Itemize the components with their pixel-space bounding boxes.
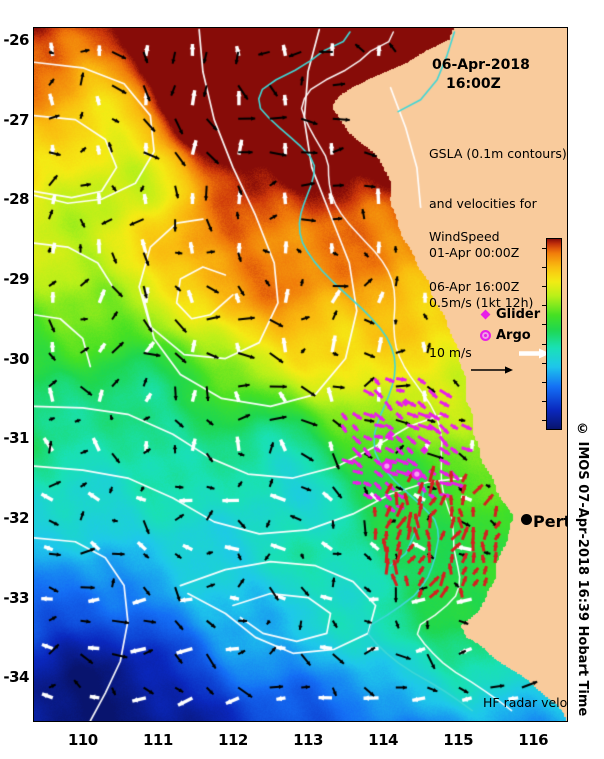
colorbar-tick-mark-22 [542, 343, 547, 345]
colorbar-tick-mark-25 [542, 286, 547, 287]
map-plot-area: 06-Apr-2018 16:00Z GSLA (0.1m contours) a… [33, 27, 568, 722]
x-tick-116: 116 [518, 731, 549, 749]
hf-radar-annotation: HF radar velocity (4-12h avg)noQC 0.5m/s… [483, 662, 568, 721]
colorbar-tick-label-19: 19 [567, 393, 568, 409]
colorbar-tick-label-27: 27 [567, 240, 568, 256]
colorbar-tick-mark-27 [542, 247, 547, 249]
colorbar-tick-label-21: 21 [567, 355, 568, 371]
x-tick-114: 114 [368, 731, 398, 749]
argo-label: Argo [496, 328, 531, 343]
colorbar-tick-mark-19 [542, 401, 547, 403]
legend-item-glider: Glider [474, 304, 540, 325]
perth-city-dot [521, 514, 532, 525]
colorbar-tick-mark-26 [542, 266, 547, 268]
isobath-legend: 200m 1000m [540, 710, 567, 721]
colorbar-tick-label-22: 22 [567, 336, 568, 352]
colorbar-tick-mark-24 [542, 305, 547, 307]
gsla-scale-arrow-black [429, 344, 567, 394]
colorbar-tick-mark-21 [542, 362, 547, 364]
colorbar-tick-label-25: 25 [567, 278, 568, 294]
argo-marker-icon [474, 330, 496, 341]
colorbar-tick-mark-18 [542, 420, 547, 422]
gsla-line-3: 01-Apr 00:00Z [429, 245, 520, 260]
colorbar-tick-label-18: 18 [567, 412, 568, 428]
colorbar-tick-label-26: 26 [567, 259, 568, 275]
colorbar-tick-label-23: 23 [567, 316, 568, 332]
x-tick-110: 110 [67, 731, 98, 749]
legend-item-argo: Argo [474, 325, 540, 346]
colorbar-tick-label-20: 20 [567, 374, 568, 390]
wind-line-1: WindSpeed [429, 229, 500, 244]
colorbar-tick-mark-20 [542, 382, 547, 383]
wind-scale-arrow-white [478, 328, 552, 378]
glider-label: Glider [496, 307, 541, 322]
perth-label: Perth [533, 512, 567, 531]
x-tick-113: 113 [293, 731, 323, 749]
wind-line-2: 06-Apr 16:00Z [429, 278, 520, 294]
marker-legend: Glider Argo [474, 304, 540, 346]
sst-heatmap-canvas [34, 28, 567, 721]
x-tick-111: 111 [142, 731, 173, 749]
gsla-annotation: GSLA (0.1m contours) and velocities for … [429, 113, 567, 427]
gsla-line-1: GSLA (0.1m contours) [429, 146, 567, 161]
sst-colorbar [546, 238, 562, 430]
colorbar-tick-mark-23 [542, 324, 547, 326]
gsla-line-4: 0.5m/s (1kt 12h) [429, 294, 534, 310]
title-time: 16:00Z [446, 76, 501, 92]
x-tick-112: 112 [218, 731, 248, 749]
gsla-line-2: and velocities for [429, 195, 537, 211]
title-date: 06-Apr-2018 [432, 57, 530, 73]
x-tick-115: 115 [443, 731, 474, 749]
hf-line-1: HF radar velocity [483, 695, 568, 710]
imos-credit: © IMOS 07-Apr-2018 16:39 Hobart Time [575, 422, 590, 717]
glider-marker-icon [474, 309, 496, 320]
map-title: 06-Apr-2018 16:00Z [432, 56, 530, 94]
colorbar-tick-label-24: 24 [567, 297, 568, 313]
wind-annotation: WindSpeed 06-Apr 16:00Z 10 m/s [429, 196, 552, 411]
wind-line-3: 10 m/s [429, 344, 472, 360]
